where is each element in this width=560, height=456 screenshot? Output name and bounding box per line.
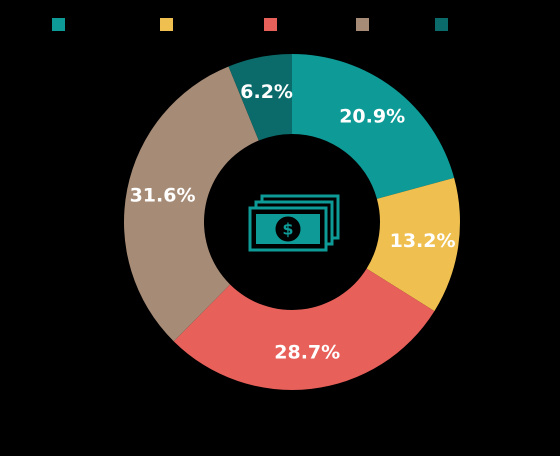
legend-swatch [52,18,65,31]
value-label: 20.9% [339,106,405,128]
slice [173,268,435,390]
slices [124,54,460,390]
legend [52,18,448,31]
legend-swatch [160,18,173,31]
legend-swatch [435,18,448,31]
legend-swatch [264,18,277,31]
slice [124,66,259,342]
value-label: 13.2% [390,230,456,252]
svg-text:$: $ [282,220,293,239]
value-label: 31.6% [130,185,196,207]
value-label: 28.7% [274,342,340,364]
legend-swatch [356,18,369,31]
slice [366,177,460,312]
slice [228,54,292,141]
value-labels: 20.9% 13.2% 28.7% 31.6% 6.2% [130,81,456,364]
value-label: 6.2% [240,81,293,103]
money-icon: $ [248,194,340,252]
slice [292,54,455,199]
